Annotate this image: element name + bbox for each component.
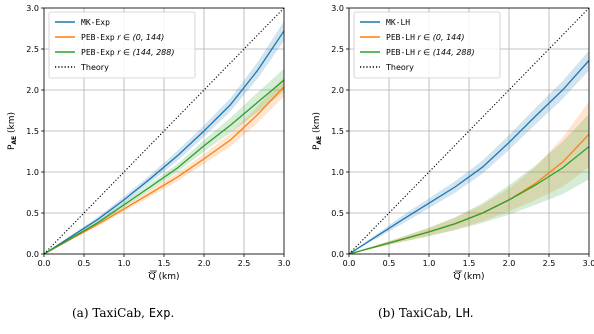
legend-label-2: PEB-Exp r ∈ (144, 288) bbox=[81, 48, 174, 57]
y-tick-label: 3.0 bbox=[26, 4, 39, 13]
y-tick-label: 3.0 bbox=[331, 4, 344, 13]
y-axis-subscript: AE bbox=[11, 136, 18, 145]
x-axis-unit: (km) bbox=[156, 272, 180, 282]
x-axis-label: Q (km) bbox=[454, 272, 485, 282]
caption-b-prefix: (b) TaxiCab, bbox=[378, 306, 456, 320]
legend-label-0: MK-Exp bbox=[81, 18, 110, 27]
plot-area bbox=[349, 8, 589, 254]
x-tick-label: 2.5 bbox=[238, 259, 251, 268]
y-tick-label: 1.5 bbox=[26, 127, 39, 136]
x-tick-label: 2.5 bbox=[543, 259, 556, 268]
x-tick-label: 1.0 bbox=[423, 259, 436, 268]
caption-a-mono: Exp bbox=[148, 306, 171, 320]
x-tick-label: 1.5 bbox=[158, 259, 171, 268]
x-tick-label: 0.0 bbox=[38, 259, 51, 268]
x-tick-label: 0.5 bbox=[383, 259, 396, 268]
legend-name: PEB-Exp bbox=[81, 33, 115, 42]
series-line-2 bbox=[44, 79, 284, 254]
series-line-1 bbox=[44, 86, 284, 254]
y-axis-label: PAE (km) bbox=[7, 112, 18, 150]
chart-panel-0: 0.0 0.5 1.0 1.5 2.0 2.5 3.0 0.0 0.5 1.0 1.5 2.0 2.5 3… bbox=[7, 4, 290, 282]
legend-name: MK-Exp bbox=[81, 18, 110, 27]
legend-label-3: Theory bbox=[385, 63, 414, 72]
caption-b-suffix: . bbox=[469, 306, 474, 320]
x-tick-label: 0.0 bbox=[343, 259, 356, 268]
y-axis-unit: (km) bbox=[312, 112, 322, 136]
caption-a-prefix: (a) TaxiCab, bbox=[72, 306, 149, 320]
series-band-1 bbox=[349, 101, 589, 254]
legend-box bbox=[353, 11, 501, 79]
y-axis-unit: (km) bbox=[7, 112, 17, 136]
legend-label-3: Theory bbox=[80, 63, 109, 72]
y-tick-label: 2.5 bbox=[331, 45, 344, 54]
caption-b-mono: LH bbox=[455, 306, 470, 320]
x-tick-label: 3.0 bbox=[278, 259, 291, 268]
caption-a-suffix: . bbox=[170, 306, 175, 320]
x-tick-label: 1.0 bbox=[118, 259, 131, 268]
y-axis-subscript: AE bbox=[316, 136, 323, 145]
legend-suffix: r ∈ (0, 144) bbox=[115, 33, 165, 42]
x-tick-label: 3.0 bbox=[583, 259, 594, 268]
legend-box bbox=[48, 11, 196, 79]
x-tick-label: 1.5 bbox=[463, 259, 476, 268]
legend-suffix: r ∈ (144, 288) bbox=[115, 48, 175, 57]
series-band-2 bbox=[349, 113, 589, 254]
y-tick-label: 1.0 bbox=[26, 168, 39, 177]
chart-panel-1: 0.0 0.5 1.0 1.5 2.0 2.5 3.0 0.0 0.5 1.0 1.5 2.0 2.5 3… bbox=[312, 4, 594, 282]
y-tick-label: 1.0 bbox=[331, 168, 344, 177]
y-axis-symbol: P bbox=[7, 144, 17, 150]
legend-label-2: PEB-LH r ∈ (144, 288) bbox=[386, 48, 475, 57]
series-line-0 bbox=[349, 60, 589, 254]
y-tick-label: 0.0 bbox=[26, 250, 39, 259]
legend-name: PEB-Exp bbox=[81, 48, 115, 57]
y-axis-label: PAE (km) bbox=[312, 112, 323, 150]
x-axis-symbol: Q bbox=[149, 272, 156, 282]
legend-name: Theory bbox=[80, 63, 109, 72]
legend-name: PEB-LH bbox=[386, 33, 415, 42]
legend-label-1: PEB-Exp r ∈ (0, 144) bbox=[81, 33, 164, 42]
x-tick-label: 2.0 bbox=[198, 259, 211, 268]
y-axis-symbol: P bbox=[312, 144, 322, 150]
y-tick-label: 1.5 bbox=[331, 127, 344, 136]
legend-suffix: r ∈ (0, 144) bbox=[415, 33, 465, 42]
x-axis-label: Q (km) bbox=[149, 272, 180, 282]
y-tick-label: 0.5 bbox=[331, 209, 344, 218]
legend-name: MK-LH bbox=[386, 18, 410, 27]
x-axis-symbol: Q bbox=[454, 272, 461, 282]
legend-label-0: MK-LH bbox=[386, 18, 410, 27]
y-tick-label: 2.0 bbox=[331, 86, 344, 95]
legend-label-1: PEB-LH r ∈ (0, 144) bbox=[386, 33, 464, 42]
series-line-0 bbox=[44, 30, 284, 254]
legend-name: Theory bbox=[385, 63, 414, 72]
y-tick-label: 0.5 bbox=[26, 209, 39, 218]
legend-suffix: r ∈ (144, 288) bbox=[415, 48, 475, 57]
axes-frame bbox=[348, 7, 590, 255]
caption-b: (b) TaxiCab, LH. bbox=[378, 306, 474, 320]
caption-a: (a) TaxiCab, Exp. bbox=[72, 306, 174, 320]
x-axis-unit: (km) bbox=[461, 272, 485, 282]
axes-frame bbox=[43, 7, 285, 255]
y-tick-label: 2.5 bbox=[26, 45, 39, 54]
x-tick-label: 0.5 bbox=[78, 259, 91, 268]
x-tick-label: 2.0 bbox=[503, 259, 516, 268]
y-tick-label: 2.0 bbox=[26, 86, 39, 95]
y-tick-label: 0.0 bbox=[331, 250, 344, 259]
series-line-2 bbox=[349, 146, 589, 254]
plot-area bbox=[44, 8, 284, 254]
legend-name: PEB-LH bbox=[386, 48, 415, 57]
